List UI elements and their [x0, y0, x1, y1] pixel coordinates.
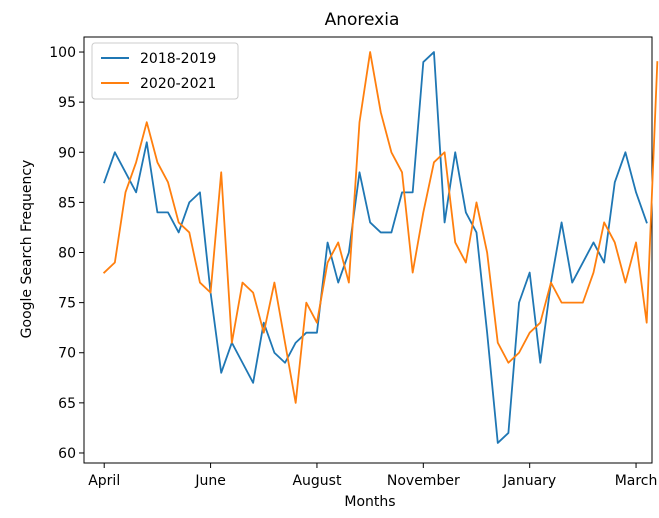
series-line-2020-2021: [102, 51, 659, 404]
y-tick-label: 60: [58, 446, 76, 462]
x-tick-label: June: [194, 473, 226, 489]
series-line-2018-2019: [103, 51, 648, 444]
y-tick-label: 70: [58, 346, 76, 362]
x-axis-ticks: April June August November January March: [88, 463, 657, 489]
x-tick-label: January: [502, 473, 556, 489]
legend-label-2018-2019: 2018-2019: [140, 51, 216, 67]
y-tick-label: 85: [58, 195, 76, 211]
chart-title: Anorexia: [325, 10, 400, 30]
legend-label-2020-2021: 2020-2021: [140, 76, 216, 92]
plot-area: [83, 36, 653, 464]
y-tick-label: 75: [58, 296, 76, 312]
legend: 2018-2019 2020-2021: [91, 42, 239, 100]
y-axis-ticks: 60 65 70 75 80 85 90 95 100: [49, 45, 84, 462]
x-tick-label: April: [88, 473, 120, 489]
x-axis-label: Months: [344, 494, 395, 510]
y-tick-label: 95: [58, 95, 76, 111]
x-tick-label: November: [387, 473, 460, 489]
x-tick-label: August: [292, 473, 342, 489]
y-axis-label: Google Search Frequency: [19, 160, 35, 339]
x-tick-label: March: [615, 473, 658, 489]
series-lines: [102, 51, 659, 444]
y-tick-label: 65: [58, 396, 76, 412]
y-tick-label: 100: [49, 45, 76, 61]
y-tick-label: 80: [58, 246, 76, 262]
y-tick-label: 90: [58, 145, 76, 161]
